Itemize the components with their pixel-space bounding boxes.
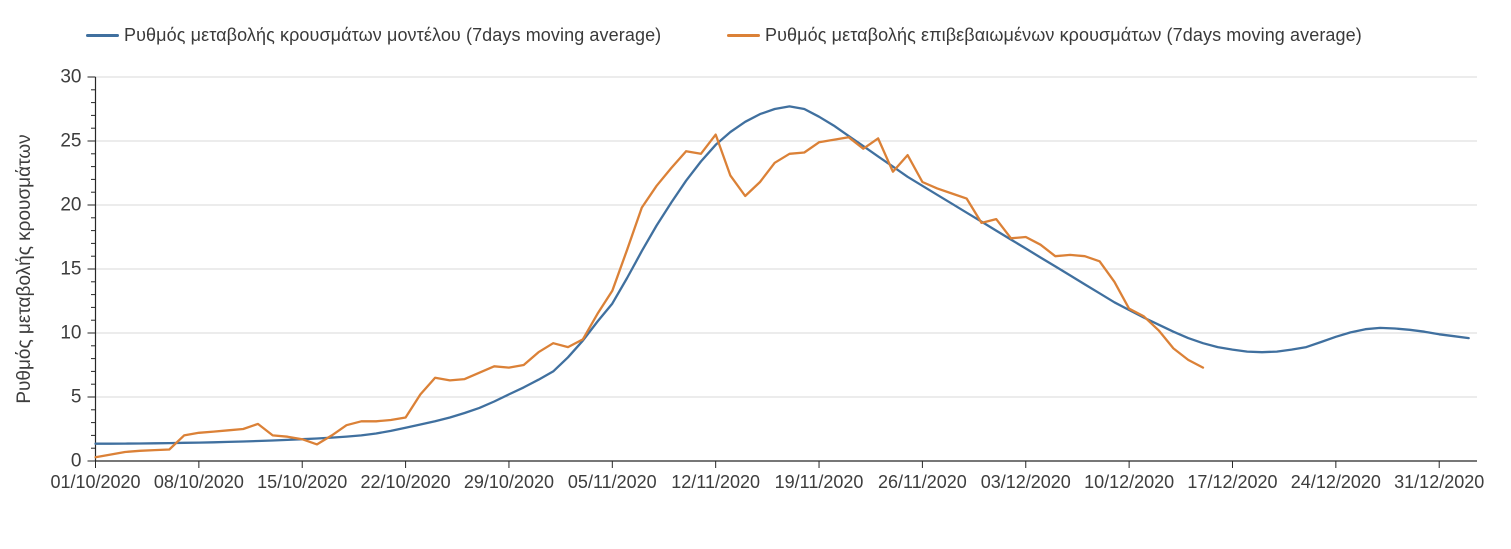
x-tick-label: 17/12/2020 xyxy=(1187,472,1277,492)
legend-line-swatch-model xyxy=(86,33,119,37)
x-tick-label: 15/10/2020 xyxy=(257,472,347,492)
y-tick-label: 20 xyxy=(60,195,81,216)
legend-item-confirmed: Ρυθμός μεταβολής επιβεβαιωμένων κρουσμάτ… xyxy=(727,22,1362,48)
x-tick-label: 31/12/2020 xyxy=(1394,472,1484,492)
legend-line-swatch-confirmed xyxy=(727,33,760,37)
x-tick-label: 22/10/2020 xyxy=(361,472,451,492)
x-tick-label: 24/12/2020 xyxy=(1291,472,1381,492)
y-tick-label: 30 xyxy=(60,67,81,88)
x-tick-label: 19/11/2020 xyxy=(775,472,864,492)
y-tick-label: 5 xyxy=(71,387,82,408)
series-line-model xyxy=(94,105,1470,445)
y-tick-label: 10 xyxy=(60,323,81,344)
x-tick-label: 26/11/2020 xyxy=(878,472,967,492)
legend-item-model: Ρυθμός μεταβολής κρουσμάτων μοντέλου (7d… xyxy=(86,22,661,48)
y-tick-label: 15 xyxy=(60,259,81,280)
legend-label-confirmed: Ρυθμός μεταβολής επιβεβαιωμένων κρουσμάτ… xyxy=(765,24,1362,45)
legend-label-model: Ρυθμός μεταβολής κρουσμάτων μοντέλου (7d… xyxy=(124,24,662,45)
x-tick-label: 08/10/2020 xyxy=(154,472,244,492)
x-tick-label: 29/10/2020 xyxy=(464,472,554,492)
x-tick-label: 10/12/2020 xyxy=(1084,472,1174,492)
series-line-confirmed xyxy=(94,133,1205,459)
y-axis-title: Ρυθμός μεταβολής κρουσμάτων xyxy=(14,134,35,403)
x-tick-label: 12/11/2020 xyxy=(671,472,760,492)
x-tick-label: 05/11/2020 xyxy=(568,472,657,492)
y-tick-label: 25 xyxy=(60,131,81,152)
y-tick-label: 0 xyxy=(71,451,82,472)
x-tick-label: 03/12/2020 xyxy=(981,472,1071,492)
x-tick-label: 01/10/2020 xyxy=(50,472,140,492)
